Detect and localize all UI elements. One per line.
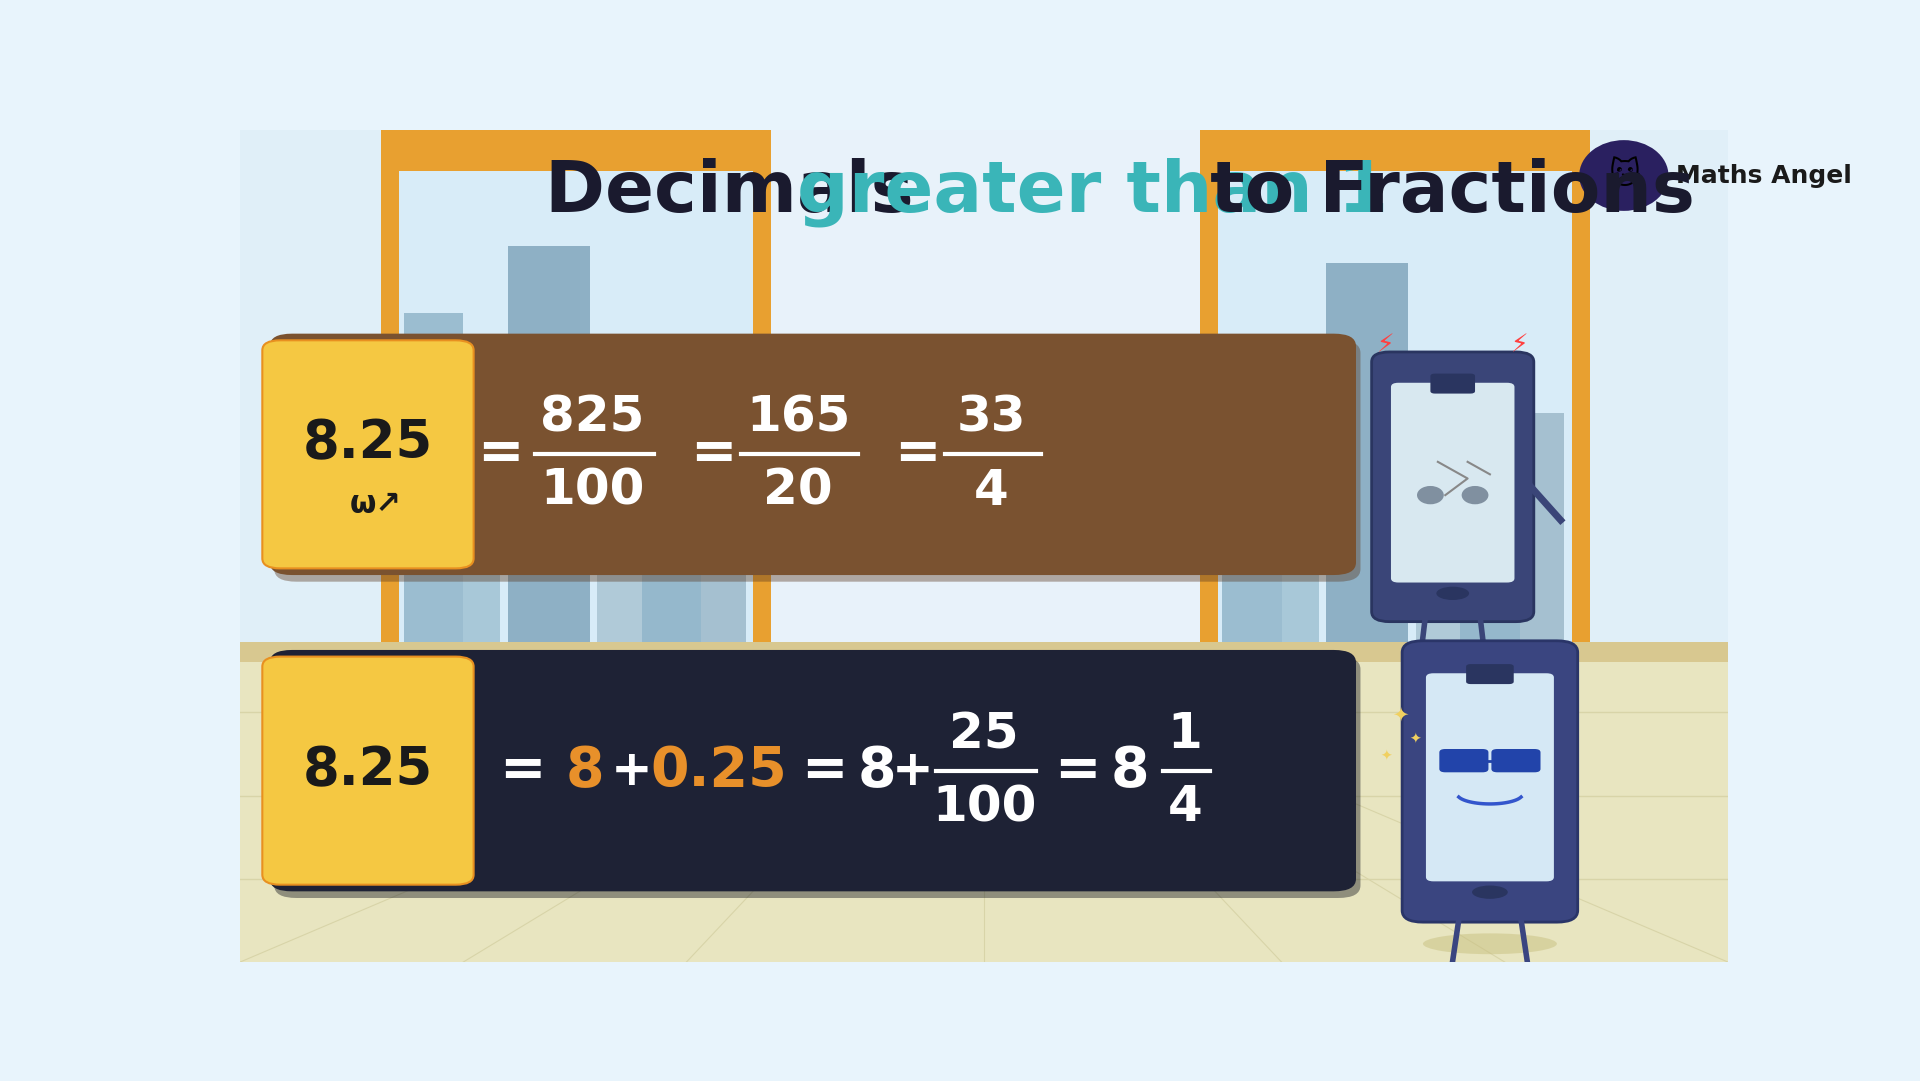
Text: 165: 165 — [745, 393, 851, 442]
Text: 🐱: 🐱 — [1607, 161, 1640, 190]
Text: 25: 25 — [948, 710, 1020, 758]
FancyBboxPatch shape — [1492, 749, 1540, 772]
FancyBboxPatch shape — [1467, 664, 1513, 684]
Text: +: + — [891, 747, 933, 795]
Text: ⚡: ⚡ — [1511, 333, 1528, 358]
FancyBboxPatch shape — [382, 130, 399, 663]
Text: ⚡: ⚡ — [1377, 333, 1394, 358]
FancyBboxPatch shape — [507, 246, 589, 663]
Text: to Fractions: to Fractions — [1185, 158, 1695, 227]
FancyBboxPatch shape — [1427, 673, 1553, 881]
FancyBboxPatch shape — [1217, 130, 1572, 663]
FancyBboxPatch shape — [463, 396, 501, 663]
Text: 8.25: 8.25 — [303, 745, 434, 797]
FancyBboxPatch shape — [1327, 263, 1407, 663]
FancyBboxPatch shape — [263, 656, 474, 884]
Text: 1: 1 — [1167, 710, 1202, 758]
FancyBboxPatch shape — [1459, 371, 1521, 663]
FancyBboxPatch shape — [597, 454, 641, 663]
FancyBboxPatch shape — [399, 130, 753, 663]
Text: =: = — [499, 744, 545, 798]
FancyBboxPatch shape — [1221, 346, 1283, 663]
FancyBboxPatch shape — [269, 334, 1356, 575]
FancyBboxPatch shape — [1200, 130, 1590, 171]
Ellipse shape — [1473, 885, 1507, 898]
FancyBboxPatch shape — [275, 341, 1361, 582]
FancyBboxPatch shape — [701, 429, 745, 663]
Text: 100: 100 — [540, 467, 645, 515]
Text: 20: 20 — [762, 467, 833, 515]
FancyBboxPatch shape — [382, 130, 772, 171]
Text: ✦: ✦ — [1380, 749, 1392, 763]
Ellipse shape — [1461, 486, 1488, 504]
Text: =: = — [689, 427, 737, 481]
Text: Decimals: Decimals — [545, 158, 939, 227]
FancyBboxPatch shape — [753, 130, 772, 663]
FancyBboxPatch shape — [641, 346, 701, 663]
FancyBboxPatch shape — [403, 312, 463, 663]
Text: greater than 1: greater than 1 — [797, 158, 1388, 227]
FancyBboxPatch shape — [1371, 352, 1534, 622]
FancyBboxPatch shape — [269, 650, 1356, 892]
Ellipse shape — [1417, 486, 1444, 504]
FancyBboxPatch shape — [240, 645, 1728, 962]
FancyBboxPatch shape — [1440, 749, 1488, 772]
FancyBboxPatch shape — [275, 656, 1361, 898]
FancyBboxPatch shape — [240, 642, 1728, 663]
FancyBboxPatch shape — [1390, 383, 1515, 583]
Text: ω↗: ω↗ — [349, 490, 401, 519]
Text: 8: 8 — [1110, 744, 1150, 798]
Text: 4: 4 — [1167, 784, 1202, 831]
Ellipse shape — [1423, 933, 1557, 955]
FancyBboxPatch shape — [1572, 130, 1590, 663]
Text: 100: 100 — [931, 784, 1037, 831]
FancyBboxPatch shape — [772, 130, 1200, 663]
Text: Maths Angel: Maths Angel — [1676, 163, 1851, 187]
Text: 8: 8 — [566, 744, 605, 798]
FancyBboxPatch shape — [1521, 413, 1565, 663]
Text: 8.25: 8.25 — [303, 417, 434, 469]
Text: =: = — [478, 427, 524, 481]
Text: =: = — [895, 427, 941, 481]
Text: 0.25: 0.25 — [651, 744, 787, 798]
FancyBboxPatch shape — [1200, 130, 1217, 663]
Text: 825: 825 — [540, 393, 645, 442]
FancyBboxPatch shape — [1402, 641, 1578, 922]
Text: +: + — [611, 747, 653, 795]
Text: 4: 4 — [973, 467, 1008, 515]
Text: 8: 8 — [858, 744, 897, 798]
Ellipse shape — [1578, 141, 1668, 211]
FancyBboxPatch shape — [1415, 479, 1461, 663]
Text: ✦: ✦ — [1409, 733, 1421, 747]
FancyBboxPatch shape — [263, 341, 474, 569]
FancyBboxPatch shape — [1430, 374, 1475, 393]
Ellipse shape — [1436, 587, 1469, 600]
FancyBboxPatch shape — [1283, 429, 1319, 663]
FancyBboxPatch shape — [240, 130, 1728, 645]
Text: =: = — [1054, 744, 1100, 798]
Text: ✦: ✦ — [1392, 706, 1409, 724]
Text: 33: 33 — [956, 393, 1025, 442]
Text: =: = — [801, 744, 849, 798]
